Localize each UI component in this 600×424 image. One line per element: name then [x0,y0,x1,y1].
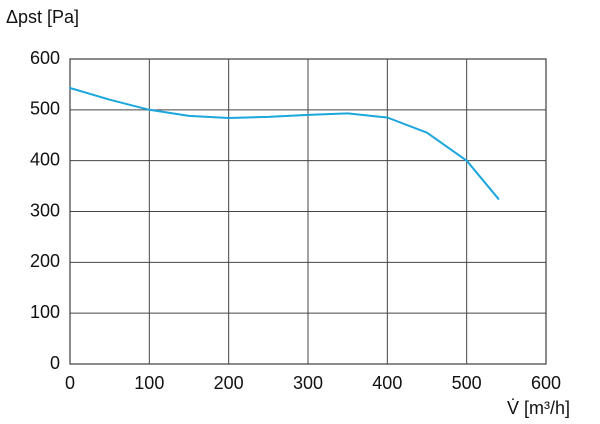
x-tick-label: 100 [134,373,164,393]
x-tick-label: 300 [293,373,323,393]
y-tick-label: 0 [50,353,60,373]
y-tick-label: 300 [30,200,60,220]
line-series [69,87,500,200]
y-tick-label: 200 [30,251,60,271]
y-tick-label: 500 [30,99,60,119]
y-tick-label: 400 [30,149,60,169]
x-tick-label: 200 [214,373,244,393]
y-tick-label: 600 [30,48,60,68]
x-tick-label: 500 [452,373,482,393]
y-tick-label: 100 [30,302,60,322]
x-tick-label: 400 [372,373,402,393]
y-axis-label: Δpst [Pa] [6,7,79,27]
x-axis-label: V̇ [m³/h] [507,398,570,418]
x-tick-label: 0 [65,373,75,393]
x-tick-label: 600 [531,373,561,393]
